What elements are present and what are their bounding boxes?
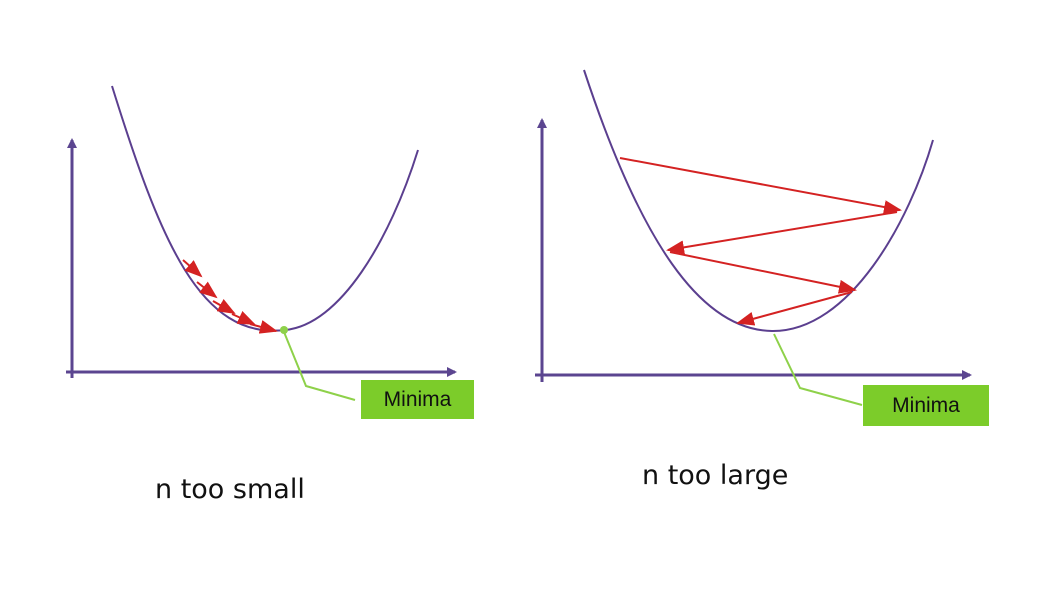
small-step-arrow-5 — [249, 320, 278, 334]
right-large-steps — [619, 157, 902, 326]
left-minima-label: Minima — [361, 380, 474, 419]
right-minima-leader-line — [773, 333, 863, 406]
small-step-arrow-3 — [212, 298, 236, 314]
left-caption: n too small — [155, 474, 305, 505]
right-caption: n too large — [642, 460, 789, 491]
large-step-arrow-4 — [736, 291, 853, 326]
right-panel — [535, 69, 972, 406]
large-step-arrow-2 — [666, 211, 898, 255]
left-loss-curve — [111, 85, 419, 332]
left-minimum-point — [280, 326, 288, 334]
left-minima-leader-line — [283, 331, 356, 401]
small-step-arrow-1 — [182, 259, 203, 278]
left-panel — [66, 85, 457, 401]
left-small-steps — [182, 259, 278, 334]
small-step-arrow-2 — [196, 281, 218, 299]
large-step-arrow-1 — [619, 157, 902, 214]
right-minima-text: Minima — [892, 393, 960, 417]
right-minima-label: Minima — [863, 385, 989, 426]
left-minima-text: Minima — [383, 387, 452, 411]
large-step-arrow-3 — [669, 251, 857, 294]
right-loss-curve — [583, 69, 934, 333]
small-step-arrow-4 — [231, 311, 256, 325]
